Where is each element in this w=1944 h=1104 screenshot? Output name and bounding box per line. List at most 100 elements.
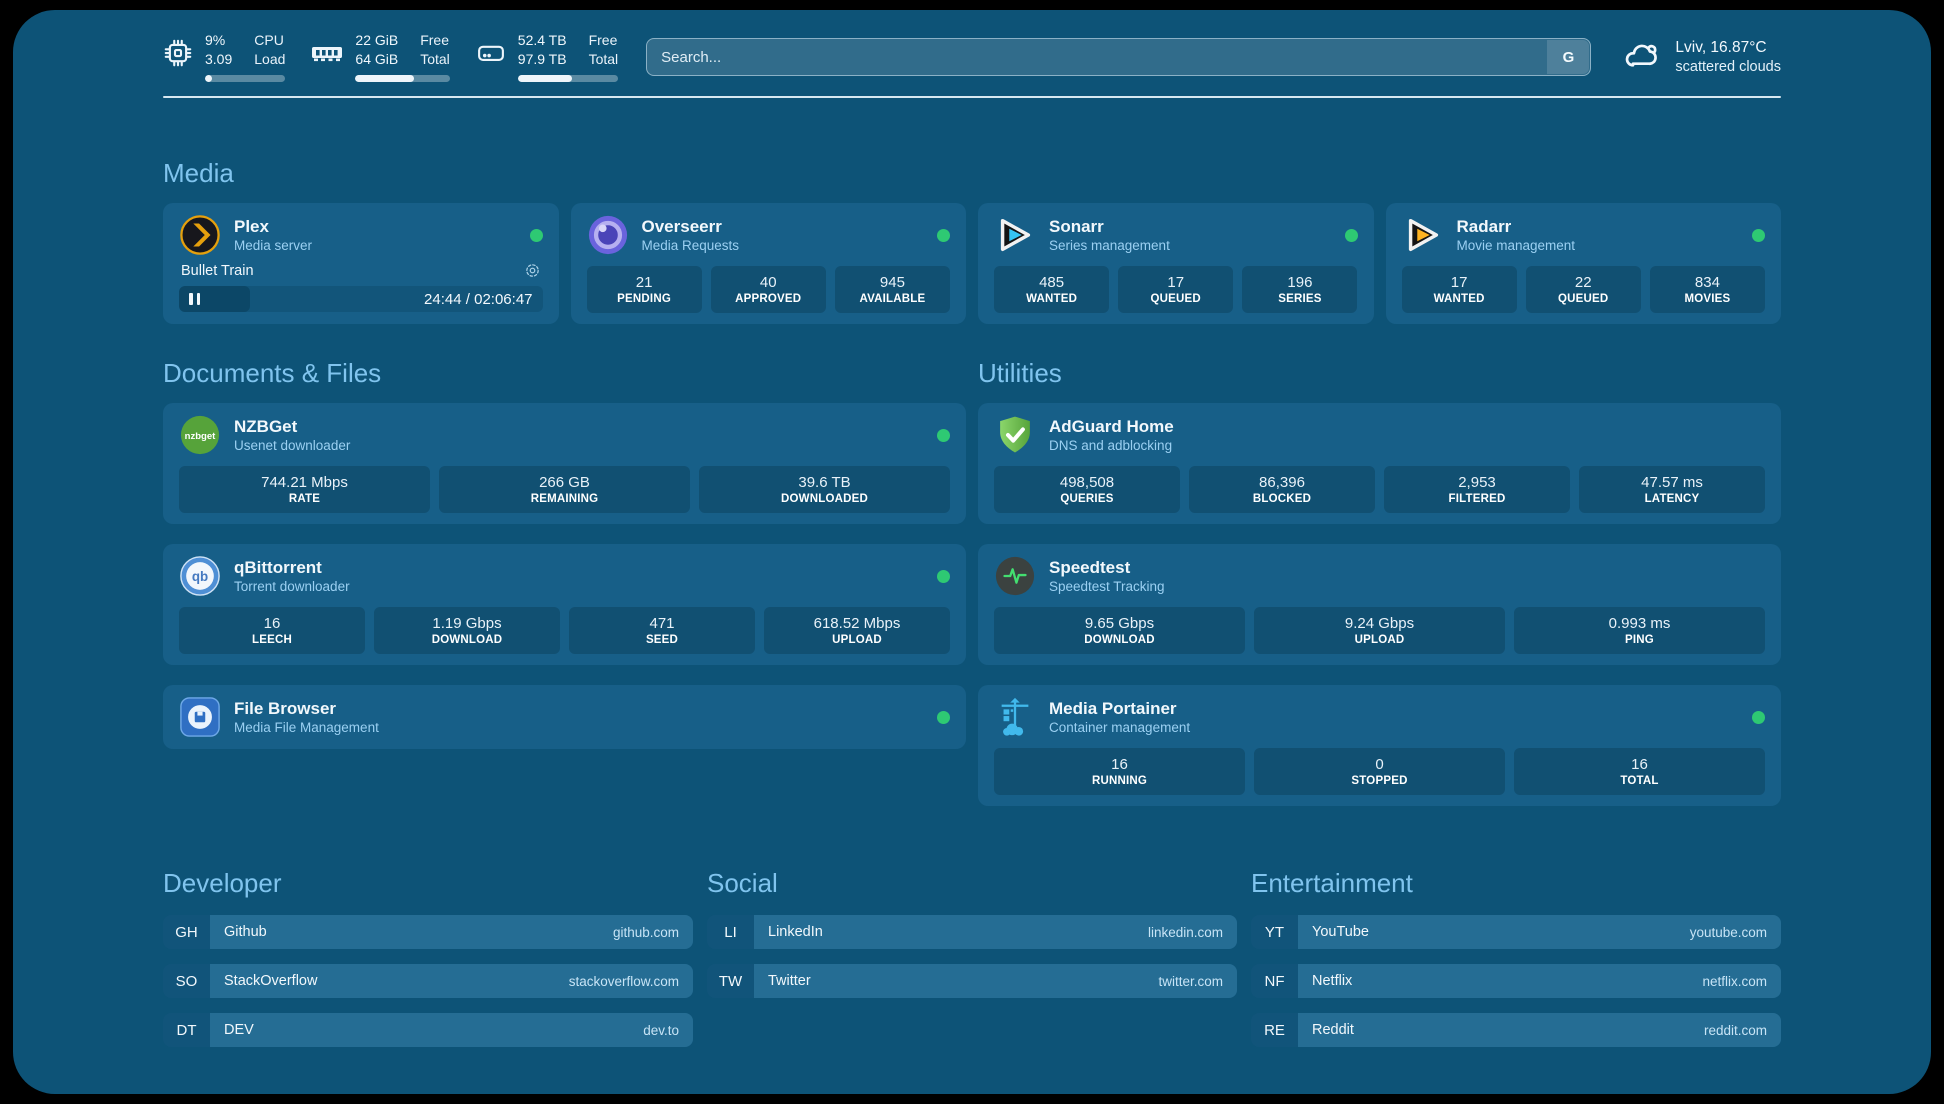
section-media: Media Plex Media server bbox=[163, 158, 1781, 324]
cpu-usage: 9% bbox=[205, 32, 226, 48]
stat-tile: 9.24 Gbps UPLOAD bbox=[1254, 607, 1505, 654]
memory-stat: 22 GiB 64 GiB Free Total bbox=[311, 32, 450, 82]
storage-progress-bar bbox=[517, 75, 619, 82]
link-tag: RE bbox=[1251, 1013, 1298, 1047]
memory-progress-bar bbox=[355, 75, 450, 82]
stat-tile: 485 WANTED bbox=[994, 266, 1110, 313]
svg-text:qb: qb bbox=[192, 569, 208, 584]
section-documents: Documents & Files nzbget NZBGet Usenet d bbox=[163, 358, 966, 806]
section-social: Social LI LinkedIn linkedin.com TW Twitte… bbox=[707, 868, 1237, 1047]
section-title-social: Social bbox=[707, 868, 778, 898]
stat-tile: 16 TOTAL bbox=[1514, 748, 1765, 795]
stat-tile: 47.57 ms LATENCY bbox=[1579, 466, 1765, 513]
filebrowser-icon bbox=[179, 696, 221, 738]
stat-tile: 1.19 Gbps DOWNLOAD bbox=[374, 607, 560, 654]
memory-free: 22 GiB bbox=[355, 32, 399, 48]
dashboard-page: 9% 3.09 CPU Load bbox=[13, 10, 1931, 1094]
app-card-sonarr[interactable]: Sonarr Series management 485 WANTED 17 QUE… bbox=[978, 203, 1374, 324]
stat-tile: 16 LEECH bbox=[179, 607, 365, 654]
now-playing-title: Bullet Train bbox=[181, 262, 254, 279]
link-tag: YT bbox=[1251, 915, 1298, 949]
pause-icon[interactable] bbox=[189, 293, 200, 305]
cpu-stat: 9% 3.09 CPU Load bbox=[163, 32, 286, 82]
status-dot bbox=[937, 428, 950, 442]
cloud-icon bbox=[1621, 36, 1663, 79]
stat-tile: 9.65 Gbps DOWNLOAD bbox=[994, 607, 1245, 654]
section-title-documents: Documents & Files bbox=[163, 358, 382, 388]
stat-tile: 16 RUNNING bbox=[994, 748, 1245, 795]
app-card-portainer[interactable]: Media Portainer Container management 16 R… bbox=[978, 685, 1781, 806]
status-dot bbox=[529, 228, 543, 242]
stat-tile: 2,953 FILTERED bbox=[1384, 466, 1570, 513]
stat-tile: 0.993 ms PING bbox=[1514, 607, 1765, 654]
cpu-progress-bar bbox=[205, 75, 286, 82]
link-netflix[interactable]: NF Netflix netflix.com bbox=[1251, 964, 1781, 998]
section-title-developer: Developer bbox=[163, 868, 282, 898]
search-input[interactable] bbox=[646, 38, 1592, 76]
status-dot bbox=[1752, 228, 1765, 242]
stat-tile: 39.6 TB DOWNLOADED bbox=[699, 466, 950, 513]
overseerr-icon bbox=[587, 214, 629, 256]
memory-icon bbox=[311, 38, 343, 68]
plex-icon bbox=[179, 214, 221, 256]
app-card-nzbget[interactable]: nzbget NZBGet Usenet downloader 744.21 M… bbox=[163, 403, 966, 524]
link-stackoverflow[interactable]: SO StackOverflow stackoverflow.com bbox=[163, 964, 693, 998]
app-card-qbittorrent[interactable]: qb qBittorrent Torrent downloader 16 LEEC… bbox=[163, 544, 966, 665]
weather-condition: scattered clouds bbox=[1675, 59, 1781, 75]
section-title-utilities: Utilities bbox=[978, 358, 1062, 388]
topbar-divider bbox=[163, 96, 1781, 98]
app-card-overseerr[interactable]: Overseerr Media Requests 21 PENDING 40 APP… bbox=[570, 203, 966, 324]
search-bar: G bbox=[646, 38, 1592, 76]
media-player-bar[interactable]: 24:44 / 02:06:47 bbox=[179, 286, 543, 312]
link-twitter[interactable]: TW Twitter twitter.com bbox=[707, 964, 1237, 998]
stat-tile: 744.21 Mbps RATE bbox=[179, 466, 430, 513]
link-youtube[interactable]: YT YouTube youtube.com bbox=[1251, 915, 1781, 949]
link-tag: GH bbox=[163, 915, 210, 949]
section-utilities: Utilities AdGuard Home bbox=[978, 358, 1781, 806]
section-entertainment: Entertainment YT YouTube youtube.com NF N… bbox=[1251, 868, 1781, 1047]
status-dot bbox=[937, 228, 950, 242]
app-card-adguard[interactable]: AdGuard Home DNS and adblocking 498,508 Q… bbox=[978, 403, 1781, 524]
cpu-icon bbox=[163, 38, 193, 68]
link-tag: LI bbox=[707, 915, 754, 949]
gear-icon[interactable] bbox=[524, 262, 541, 279]
stat-tile: 86,396 BLOCKED bbox=[1189, 466, 1375, 513]
sonarr-icon bbox=[994, 214, 1036, 256]
stat-tile: 834 MOVIES bbox=[1649, 266, 1765, 313]
app-card-filebrowser[interactable]: File Browser Media File Management bbox=[163, 685, 966, 749]
stat-tile: 22 QUEUED bbox=[1525, 266, 1641, 313]
stat-tile: 17 QUEUED bbox=[1118, 266, 1234, 313]
stat-tile: 945 AVAILABLE bbox=[834, 266, 950, 313]
storage-stat: 52.4 TB 97.9 TB Free Total bbox=[476, 32, 619, 82]
stat-tile: 17 WANTED bbox=[1401, 266, 1517, 313]
app-card-plex[interactable]: Plex Media server Bullet Train bbox=[163, 203, 559, 324]
status-dot bbox=[1344, 228, 1358, 242]
playback-time: 24:44 / 02:06:47 bbox=[424, 290, 533, 308]
link-reddit[interactable]: RE Reddit reddit.com bbox=[1251, 1013, 1781, 1047]
top-bar: 9% 3.09 CPU Load bbox=[13, 10, 1931, 82]
stat-tile: 618.52 Mbps UPLOAD bbox=[764, 607, 950, 654]
link-tag: TW bbox=[707, 964, 754, 998]
link-dev[interactable]: DT DEV dev.to bbox=[163, 1013, 693, 1047]
stat-tile: 266 GB REMAINING bbox=[439, 466, 690, 513]
app-card-speedtest[interactable]: Speedtest Speedtest Tracking 9.65 Gbps DO… bbox=[978, 544, 1781, 665]
cpu-load: 3.09 bbox=[205, 51, 233, 67]
portainer-icon bbox=[994, 696, 1036, 738]
section-title-entertainment: Entertainment bbox=[1251, 868, 1413, 898]
link-linkedin[interactable]: LI LinkedIn linkedin.com bbox=[707, 915, 1237, 949]
system-stats: 9% 3.09 CPU Load bbox=[163, 32, 619, 82]
status-dot bbox=[1752, 710, 1765, 724]
link-tag: DT bbox=[163, 1013, 210, 1047]
link-github[interactable]: GH Github github.com bbox=[163, 915, 693, 949]
weather-location: Lviv, 16.87°C bbox=[1675, 39, 1767, 56]
app-card-radarr[interactable]: Radarr Movie management 17 WANTED 22 QUEUE… bbox=[1385, 203, 1781, 324]
section-developer: Developer GH Github github.com SO StackOv… bbox=[163, 868, 693, 1047]
speedtest-icon bbox=[994, 555, 1036, 597]
stat-tile: 0 STOPPED bbox=[1254, 748, 1505, 795]
stat-tile: 196 SERIES bbox=[1242, 266, 1358, 313]
adguard-icon bbox=[994, 414, 1036, 456]
storage-total: 97.9 TB bbox=[517, 51, 567, 67]
status-dot bbox=[937, 710, 950, 724]
search-engine-badge[interactable]: G bbox=[1547, 40, 1590, 74]
svg-text:nzbget: nzbget bbox=[185, 431, 217, 442]
